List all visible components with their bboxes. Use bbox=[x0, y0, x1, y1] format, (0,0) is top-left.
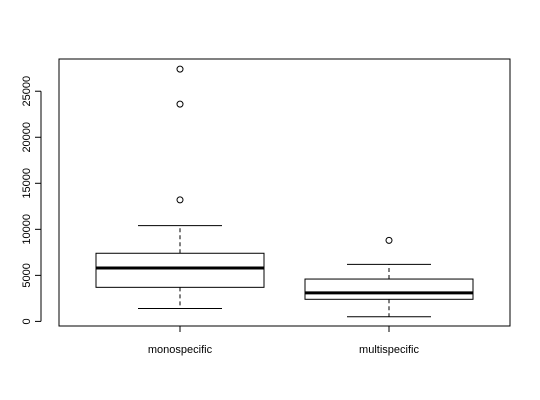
box-monospecific bbox=[95, 65, 265, 310]
x-axis-labels: monospecific multispecific bbox=[148, 326, 419, 356]
plot-frame bbox=[58, 58, 511, 327]
iqr-box bbox=[304, 278, 474, 300]
x-tick-label: monospecific bbox=[148, 344, 213, 356]
y-axis-ticks: 0 5000 10000 15000 20000 25000 bbox=[21, 76, 41, 324]
y-tick-label: 20000 bbox=[21, 122, 33, 153]
outlier-point bbox=[176, 100, 184, 108]
y-tick-label: 5000 bbox=[21, 263, 33, 287]
boxes-group bbox=[95, 65, 474, 318]
outlier-point bbox=[176, 196, 184, 204]
outlier-point bbox=[176, 65, 184, 73]
box-multispecific bbox=[304, 236, 474, 318]
y-tick-label: 15000 bbox=[21, 168, 33, 199]
x-tick-label: multispecific bbox=[359, 344, 419, 356]
iqr-box bbox=[95, 252, 265, 288]
y-tick-label: 25000 bbox=[21, 76, 33, 107]
y-tick-label: 0 bbox=[21, 318, 33, 324]
y-tick-label: 10000 bbox=[21, 214, 33, 245]
outlier-point bbox=[385, 236, 393, 244]
